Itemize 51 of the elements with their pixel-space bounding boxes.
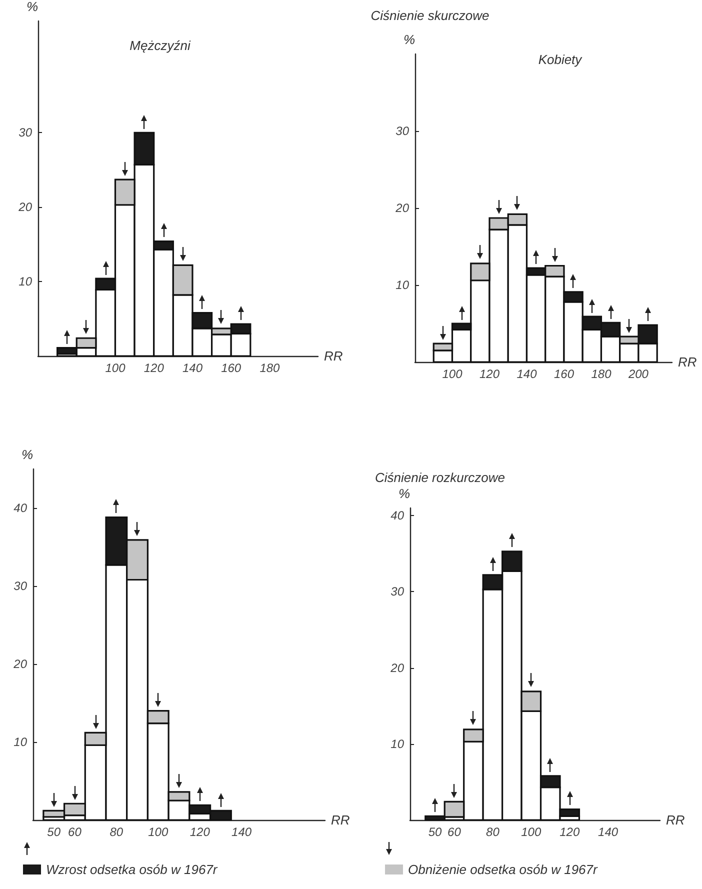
x-tick-label: 200 [627, 367, 649, 381]
y-tick-label: 10 [390, 736, 404, 751]
legend-label: Wzrost odsetka osób w 1967r [46, 862, 218, 877]
x-tick-label: 80 [110, 825, 124, 839]
x-tick-label: 160 [221, 361, 242, 375]
y-tick-label: 30 [396, 124, 410, 138]
x-tick-label: 50 [428, 825, 442, 839]
y-tick-label: 10 [18, 274, 32, 289]
x-axis-title: RR [666, 812, 685, 828]
x-axis-title: RR [324, 348, 343, 364]
chart-title: Ciśnienie rozkurczowe [374, 470, 506, 485]
x-axis-title: RR [331, 812, 350, 828]
x-tick-label: 140 [182, 361, 203, 375]
chart-title: Ciśnienie skurczowe [370, 8, 490, 23]
x-tick-label: 100 [442, 367, 463, 381]
x-tick-label: 140 [598, 825, 618, 839]
y-tick-label: 40 [14, 501, 28, 515]
x-tick-label: 80 [486, 825, 500, 839]
x-tick-label: 180 [260, 361, 280, 375]
y-tick-label: 40 [390, 508, 404, 523]
x-tick-label: 120 [560, 825, 580, 839]
x-tick-label: 140 [232, 825, 252, 839]
y-tick-label: 10 [14, 735, 28, 749]
x-tick-label: 100 [521, 825, 542, 839]
x-tick-label: 60 [68, 825, 82, 839]
y-tick-label: 20 [390, 660, 404, 675]
x-axis-title: RR [678, 354, 697, 370]
x-tick-label: 100 [148, 825, 168, 839]
y-axis-title: % [403, 32, 415, 47]
x-tick-label: 140 [516, 367, 538, 381]
y-axis-title: % [398, 486, 410, 501]
y-axis-title: % [21, 447, 33, 462]
y-tick-label: 30 [390, 584, 404, 599]
x-tick-label: 120 [479, 367, 500, 381]
y-tick-label: 20 [18, 200, 32, 214]
text: Mężczyźni [130, 38, 190, 53]
y-tick-label: 30 [14, 579, 28, 593]
y-tick-label: 10 [396, 278, 410, 292]
x-tick-label: 120 [190, 825, 210, 839]
y-tick-label: 20 [394, 201, 410, 215]
x-tick-label: 100 [105, 361, 126, 375]
legend-label: Obniżenie odsetka osób w 1967r [408, 862, 598, 877]
x-tick-label: 60 [448, 825, 462, 839]
y-tick-label: 30 [18, 126, 32, 140]
x-tick-label: 180 [591, 367, 612, 381]
x-tick-label: 50 [47, 825, 61, 839]
y-tick-label: 20 [12, 657, 28, 671]
x-tick-label: 160 [554, 367, 574, 381]
x-tick-label: 120 [144, 361, 164, 375]
y-axis-title: % [26, 0, 38, 14]
chart-subtitle: Kobiety [538, 52, 582, 67]
